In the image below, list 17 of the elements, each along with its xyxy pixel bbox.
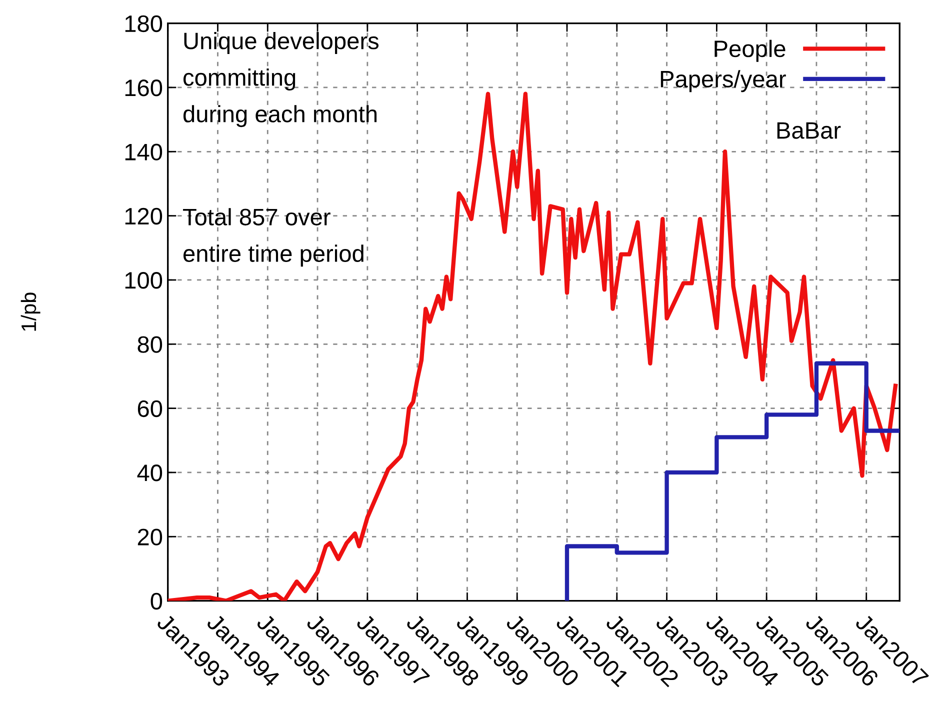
y-tick-label: 160 xyxy=(125,80,162,96)
line-series xyxy=(168,92,898,601)
annotation: Total 857 over entire time period xyxy=(183,208,364,267)
legend-label: Papers/year xyxy=(660,70,786,92)
legend-label: People xyxy=(714,40,786,62)
y-tick-label: 40 xyxy=(137,464,162,482)
y-tick-label: 20 xyxy=(138,528,162,546)
annotation: Unique developers committing during each month xyxy=(183,32,379,128)
y-tick-label: 0 xyxy=(150,592,162,610)
y-tick-label: 140 xyxy=(125,144,162,160)
y-tick-label: 80 xyxy=(138,336,162,353)
y-tick-label: 120 xyxy=(125,208,162,225)
y-tick-label: 100 xyxy=(125,272,162,289)
y-tick-label: 60 xyxy=(138,400,162,418)
y-axis-title: 1/pb xyxy=(20,292,40,331)
y-tick-label: 180 xyxy=(125,15,162,32)
annotation: BaBar xyxy=(777,122,841,139)
